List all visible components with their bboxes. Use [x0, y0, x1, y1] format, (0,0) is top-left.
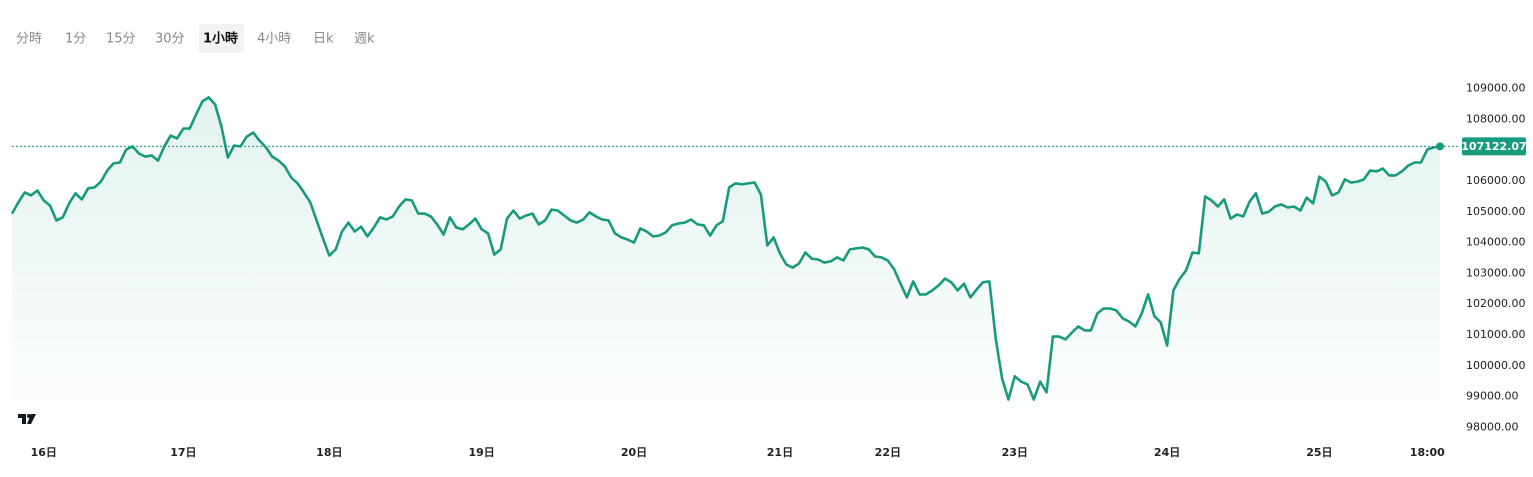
- y-tick-label: 101000.00: [1466, 328, 1526, 341]
- interval-tab[interactable]: 4小時: [257, 32, 291, 47]
- x-tick-label: 25日: [1306, 446, 1332, 459]
- y-tick-label: 108000.00: [1466, 112, 1526, 125]
- last-price-badge: [1462, 137, 1526, 156]
- interval-tabs: 分時 1分 15分 30分 1小時 4小時 日k 週k: [16, 24, 375, 53]
- interval-tab[interactable]: 15分: [106, 32, 136, 47]
- x-tick-label: 21日: [767, 446, 793, 459]
- y-tick-label: 109000.00: [1466, 81, 1526, 94]
- interval-tab[interactable]: 日k: [313, 32, 334, 47]
- interval-tab[interactable]: 分時: [16, 32, 42, 47]
- interval-tab[interactable]: 週k: [354, 32, 375, 47]
- price-line: [10, 96, 1441, 401]
- x-tick-label: 18:00: [1410, 446, 1445, 459]
- interval-tab[interactable]: 1小時: [203, 31, 238, 47]
- y-tick-label: 104000.00: [1466, 236, 1526, 249]
- x-tick-label: 22日: [875, 446, 901, 459]
- interval-tab[interactable]: 1分: [65, 32, 86, 47]
- x-tick-label: 23日: [1002, 446, 1028, 459]
- y-tick-label: 100000.00: [1466, 359, 1526, 372]
- x-tick-label: 16日: [31, 446, 57, 459]
- last-price-label: 107122.07: [1461, 140, 1526, 153]
- last-price-dot: [1436, 142, 1444, 151]
- y-tick-label: 106000.00: [1466, 174, 1526, 187]
- y-tick-label: 99000.00: [1466, 390, 1519, 403]
- interval-tab[interactable]: 30分: [155, 32, 185, 47]
- x-tick-label: 17日: [170, 446, 196, 459]
- y-tick-label: 102000.00: [1466, 297, 1526, 310]
- tradingview-logo: [18, 414, 36, 424]
- plot-area: 98000.00 99000.00 100000.00 101000.00 102000…: [10, 81, 1527, 459]
- x-tick-label: 18日: [316, 446, 342, 459]
- y-tick-label: 105000.00: [1466, 205, 1526, 218]
- y-tick-label: 103000.00: [1466, 266, 1526, 279]
- y-tick-label: 98000.00: [1466, 421, 1519, 434]
- x-tick-label: 24日: [1154, 446, 1180, 459]
- area: [12, 97, 1440, 447]
- x-tick-label: 20日: [621, 446, 647, 459]
- active-tab-bg: [199, 24, 244, 53]
- x-tick-label: 19日: [468, 446, 494, 459]
